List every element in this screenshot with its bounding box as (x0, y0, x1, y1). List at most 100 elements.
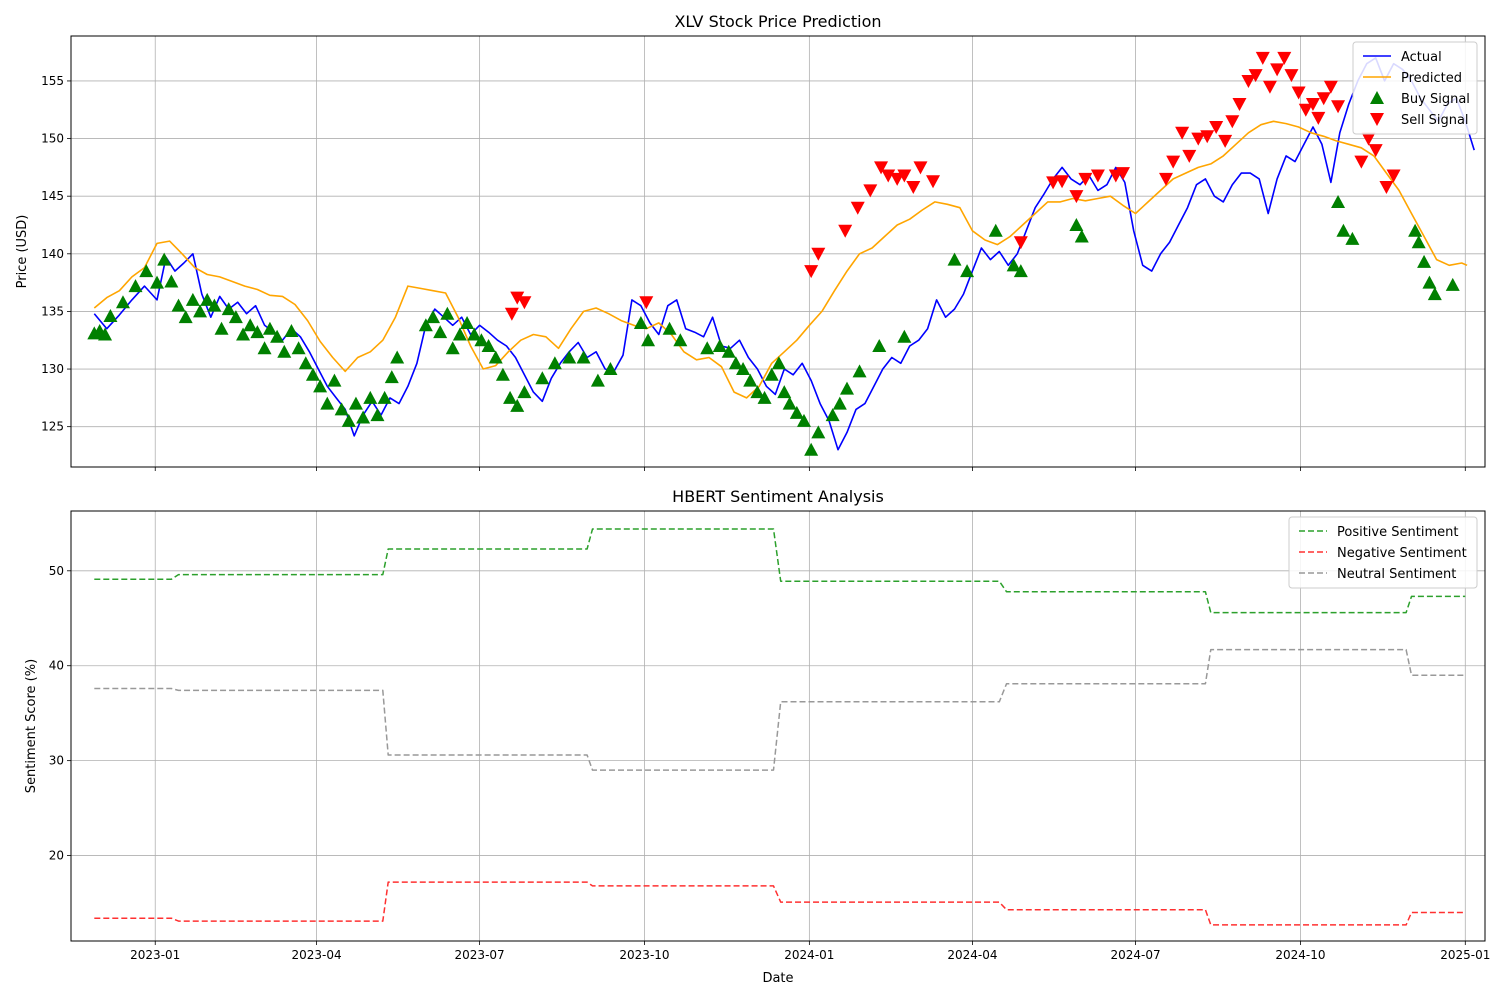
buy-signal-marker (257, 341, 272, 355)
buy-signal-marker (510, 398, 525, 412)
sentiment-chart-x-ticks: 2023-01 2023-04 2023-07 2023-10 2024-01 2024-… (130, 941, 1490, 962)
buy-signal-marker (433, 325, 448, 339)
buy-signal-marker (764, 367, 779, 381)
sell-signal-marker (1158, 172, 1173, 186)
buy-signal-marker (178, 310, 193, 324)
buy-signal-marker (839, 381, 854, 395)
price-chart-frame (70, 35, 1486, 468)
sentiment-chart-legend: Positive Sentiment Negative Sentiment Neut… (1288, 516, 1478, 589)
buy-signal-marker (185, 292, 200, 306)
sell-signal-marker (890, 172, 905, 186)
x-tick-label: 2024-04 (947, 948, 997, 962)
x-tick-label: 2023-04 (291, 948, 341, 962)
sell-signal-marker (1262, 80, 1277, 94)
buy-signal-marker (370, 408, 385, 422)
series-line-positive-sentiment (94, 528, 1466, 614)
sell-signal-marker (863, 184, 878, 198)
buy-signal-marker (277, 344, 292, 358)
buy-signal-marker (872, 338, 887, 352)
legend-box (1288, 516, 1478, 589)
y-tick-label: 50 (49, 564, 64, 578)
x-tick-label: 2023-10 (619, 948, 669, 962)
buy-signal-marker (228, 310, 243, 324)
sell-signal-marker (1115, 167, 1130, 181)
buy-signal-marker (1417, 254, 1432, 268)
buy-signal-marker (164, 274, 179, 288)
buy-signal-marker (334, 402, 349, 416)
sell-signal-marker (1090, 169, 1105, 183)
y-tick-label: 145 (41, 189, 64, 203)
sell-signal-marker (1361, 132, 1376, 146)
buy-signal-marker (298, 356, 313, 370)
y-tick-label: 130 (41, 362, 64, 376)
buy-signal-marker (576, 350, 591, 364)
sell-signal-marker (1218, 134, 1233, 148)
legend-label: Positive Sentiment (1337, 525, 1458, 540)
sell-signal-marker (1013, 236, 1028, 250)
sell-signal-marker (1331, 100, 1346, 114)
buy-signal-marker (495, 367, 510, 381)
legend-label: Neutral Sentiment (1337, 567, 1456, 582)
buy-signal-marker (789, 405, 804, 419)
sell-signal-marker (1291, 86, 1306, 100)
legend-swatch-sell-signal (1370, 113, 1384, 126)
sell-signal-marker (639, 296, 654, 310)
buy-signal-marker (603, 362, 618, 376)
sell-signal-marker (1055, 175, 1070, 189)
buy-signal-marker (673, 333, 688, 347)
buy-signal-marker (1408, 223, 1423, 237)
buy-signal-marker (474, 333, 489, 347)
buy-signal-marker (1422, 275, 1437, 289)
buy-signal-marker (157, 252, 172, 266)
sell-signal-marker (1368, 144, 1383, 158)
sell-signal-marker (1284, 69, 1299, 83)
price-chart-x-ticks (154, 467, 1466, 471)
buy-signal-marker (363, 390, 378, 404)
buy-signal-marker (804, 442, 819, 456)
buy-signal-marker (1006, 258, 1021, 272)
buy-signal-marker (721, 344, 736, 358)
buy-signal-marker (348, 396, 363, 410)
buy-signal-marker (1427, 287, 1442, 301)
sell-signal-marker (1354, 155, 1369, 169)
buy-signal-marker (150, 275, 165, 289)
series-line-negative-sentiment (94, 881, 1466, 926)
buy-signal-marker (193, 304, 208, 318)
buy-signal-marker (305, 367, 320, 381)
buy-signal-marker (103, 309, 118, 323)
sell-signal-marker (1182, 149, 1197, 163)
buy-signal-marker (243, 318, 258, 332)
sell-signal-marker (1255, 51, 1270, 65)
sell-signal-marker (804, 265, 819, 279)
buy-signal-marker (262, 321, 277, 335)
buy-signal-marker (440, 306, 455, 320)
sell-signal-marker (850, 201, 865, 215)
y-tick-label: 155 (41, 74, 64, 88)
y-tick-label: 150 (41, 132, 64, 146)
buy-signal-marker (782, 396, 797, 410)
sell-signal-marker (881, 169, 896, 183)
sentiment-chart-title: HBERT Sentiment Analysis (672, 487, 884, 506)
price-chart-plot-area (87, 51, 1475, 456)
sentiment-chart-y-ticks: 20 30 40 50 (49, 564, 71, 863)
legend-label: Sell Signal (1401, 113, 1469, 128)
buy-signal-marker (1411, 235, 1426, 249)
sell-signal-marker (510, 291, 525, 305)
buy-signal-marker (1336, 223, 1351, 237)
buy-signal-marker (960, 264, 975, 278)
buy-signal-marker (313, 379, 328, 393)
sell-signal-marker (1241, 74, 1256, 88)
buy-signal-marker (221, 302, 236, 316)
x-tick-label: 2024-07 (1110, 948, 1160, 962)
buy-signal-marker (1445, 277, 1460, 291)
sell-signal-marker (811, 247, 826, 261)
buy-signal-marker (356, 410, 371, 424)
buy-signal-marker (517, 385, 532, 399)
buy-signal-marker (832, 396, 847, 410)
sell-signal-marker (1191, 132, 1206, 146)
y-tick-label: 40 (49, 659, 64, 673)
buy-signal-marker (115, 295, 130, 309)
legend-label: Negative Sentiment (1337, 546, 1467, 561)
